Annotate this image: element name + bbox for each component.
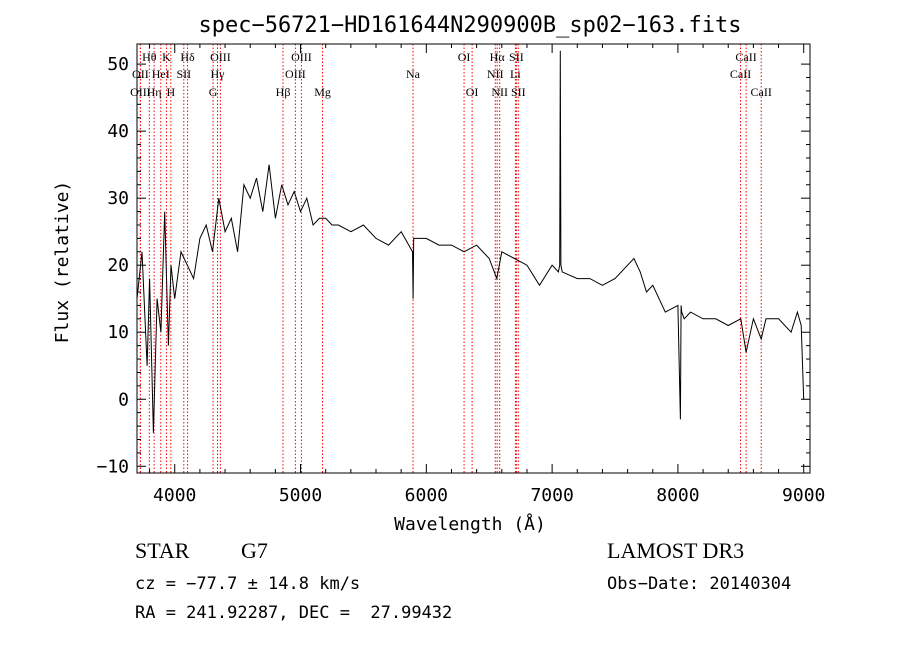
marker-label-8: Hδ — [180, 50, 195, 64]
marker-label-10: Hγ — [211, 67, 226, 81]
chart-title: spec−56721−HD161644N290900B_sp02−163.fit… — [198, 13, 741, 38]
object-class: STAR — [135, 538, 190, 563]
marker-label-7: H — [167, 85, 176, 99]
marker-label-16: Na — [406, 67, 421, 81]
marker-label-21: NII — [487, 67, 504, 81]
marker-label-14: Hβ — [276, 85, 291, 99]
marker-label-25: CaII — [735, 50, 756, 64]
x-tick-label-4: 8000 — [656, 485, 699, 506]
marker-label-6: SII — [176, 67, 191, 81]
y-tick-label-2: 10 — [107, 322, 129, 343]
marker-label-0: Hθ — [142, 50, 157, 64]
marker-label-17: OI — [458, 50, 471, 64]
x-tick-label-3: 7000 — [530, 485, 573, 506]
marker-label-2: OIII — [130, 85, 151, 99]
marker-label-1: OII — [132, 67, 149, 81]
plot-frame — [136, 43, 811, 474]
redshift-text: cz = −77.7 ± 14.8 km/s — [135, 574, 361, 594]
flux-series-line — [136, 50, 805, 433]
object-subclass: G7 — [241, 538, 268, 563]
marker-label-26: CaII — [730, 67, 751, 81]
y-tick-label-5: 40 — [107, 121, 129, 142]
x-tick-label-1: 5000 — [279, 485, 322, 506]
marker-label-9: OIII — [210, 50, 231, 64]
x-tick-label-0: 4000 — [153, 485, 196, 506]
marker-label-19: Hα — [490, 50, 506, 64]
x-axis-label: Wavelength (Å) — [394, 513, 546, 535]
survey-name: LAMOST DR3 — [607, 538, 745, 563]
y-axis-label: Flux (relative) — [52, 181, 73, 344]
marker-label-23: NII — [491, 85, 508, 99]
axis-ticks: 4000 5000 6000 7000 8000 9000 −10 0 10 20 30 40 50 — [96, 44, 825, 506]
marker-label-13: OIII — [285, 67, 306, 81]
marker-label-18: OI — [466, 85, 479, 99]
marker-label-24: SII — [511, 85, 526, 99]
line-markers — [139, 44, 762, 473]
x-tick-label-2: 6000 — [405, 485, 448, 506]
y-tick-label-0: −10 — [96, 456, 129, 477]
y-tick-label-4: 30 — [107, 188, 129, 209]
y-tick-label-1: 0 — [118, 389, 129, 410]
obs-date-text: Obs−Date: 20140304 — [607, 574, 792, 594]
marker-label-20: SII — [509, 50, 524, 64]
marker-label-11: G — [209, 85, 218, 99]
marker-label-3: K — [162, 50, 171, 64]
marker-label-12: OIII — [291, 50, 312, 64]
marker-label-15: Mg — [314, 85, 331, 99]
marker-label-22: Li — [510, 67, 521, 81]
y-tick-label-6: 50 — [107, 54, 129, 75]
marker-label-27: CaII — [751, 85, 772, 99]
y-tick-label-3: 20 — [107, 255, 129, 276]
marker-label-5: Hη — [147, 85, 162, 99]
coords-text: RA = 241.92287, DEC = 27.99432 — [135, 603, 453, 623]
x-tick-label-5: 9000 — [782, 485, 825, 506]
marker-label-4: HeI — [152, 67, 170, 81]
